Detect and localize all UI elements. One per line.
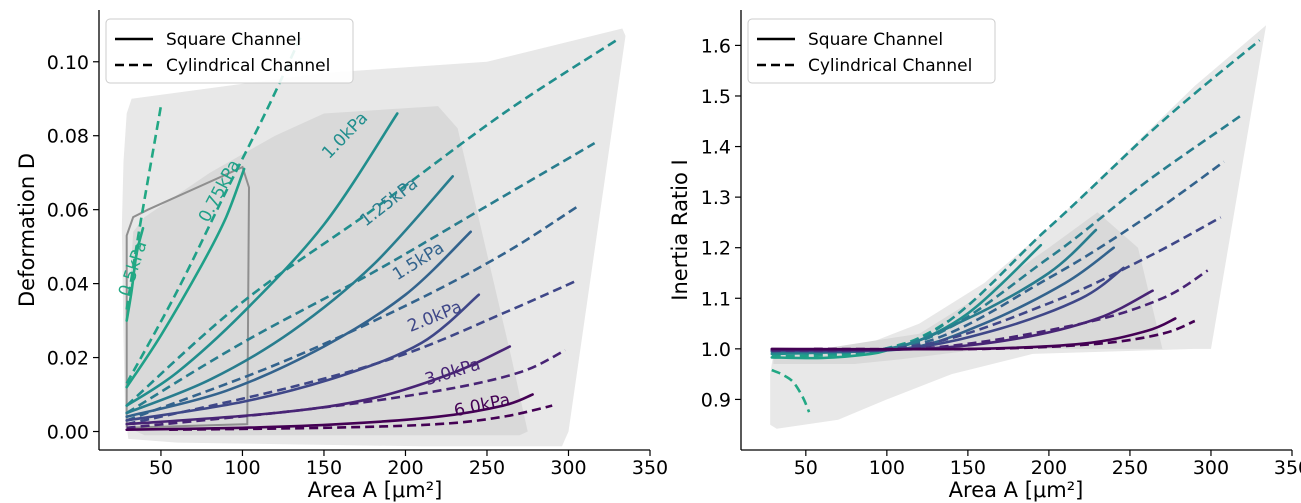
x-tick-label: 300 bbox=[550, 457, 586, 479]
series-1.25kPa-cylindrical bbox=[126, 141, 596, 415]
plot-area: 0.5kPa0.75kPa1.0kPa1.25kPa1.5kPa2.0kPa3.… bbox=[115, 28, 626, 447]
series-0.5kPa-square bbox=[125, 226, 145, 322]
y-tick-label: 1.4 bbox=[701, 137, 731, 159]
x-tick-label: 250 bbox=[469, 457, 505, 479]
y-axis-label: Deformation D bbox=[15, 153, 39, 307]
series-2.0kPa-cylindrical bbox=[126, 278, 579, 426]
legend-label: Cylindrical Channel bbox=[808, 56, 972, 76]
y-tick-label: 0.06 bbox=[47, 200, 89, 222]
x-axis-label: Area A [μm²] bbox=[949, 478, 1084, 502]
legend: Square Channel Cylindrical Channel bbox=[747, 18, 996, 84]
series-3.0kPa-square bbox=[125, 345, 512, 426]
series-1.0kPa-cylindrical bbox=[125, 38, 619, 407]
y-tick-label: 0.9 bbox=[701, 389, 731, 411]
x-tick-label: 50 bbox=[794, 457, 818, 479]
legend-label: Cylindrical Channel bbox=[166, 56, 330, 76]
plot-area bbox=[770, 25, 1267, 429]
legend-label: Square Channel bbox=[166, 30, 301, 50]
legend-box bbox=[105, 18, 354, 84]
x-tick-label: 250 bbox=[1112, 457, 1148, 479]
legend-box bbox=[747, 18, 996, 84]
x-tick-label: 50 bbox=[149, 457, 173, 479]
grey-outline bbox=[125, 165, 251, 429]
y-tick-label: 0.02 bbox=[47, 348, 89, 370]
x-tick-label: 350 bbox=[1274, 457, 1301, 479]
legend: Square Channel Cylindrical Channel bbox=[105, 18, 354, 84]
y-tick-label: 1.2 bbox=[701, 238, 731, 260]
y-tick-label: 0.08 bbox=[47, 126, 89, 148]
x-tick-label: 100 bbox=[869, 457, 905, 479]
series-3.0kPa-cylindrical bbox=[126, 349, 566, 430]
series-0.75kPa-square bbox=[125, 167, 246, 389]
x-tick-label: 100 bbox=[224, 457, 260, 479]
y-tick-label: 1.6 bbox=[701, 35, 731, 57]
y-tick-label: 1.5 bbox=[701, 86, 731, 108]
x-tick-label: 200 bbox=[387, 457, 423, 479]
x-tick-label: 200 bbox=[1031, 457, 1067, 479]
series-1.5kPa-cylindrical bbox=[126, 204, 580, 422]
chart-panel-2: 50 100 150 200 250 300 350 0.9 1.0 1.1 1.2 1.3 1.4 1.… bbox=[668, 10, 1301, 502]
y-tick-label: 1.3 bbox=[701, 187, 731, 209]
y-tick-label: 1.0 bbox=[701, 339, 731, 361]
x-tick-label: 350 bbox=[632, 457, 668, 479]
legend-label: Square Channel bbox=[808, 30, 943, 50]
x-axis-label: Area A [μm²] bbox=[308, 478, 443, 502]
series-1.25kPa-square bbox=[125, 175, 454, 415]
y-axis-label: Inertia Ratio I bbox=[668, 159, 692, 300]
chart-panel-1: 0.5kPa0.75kPa1.0kPa1.25kPa1.5kPa2.0kPa3.… bbox=[15, 10, 668, 502]
x-tick-label: 300 bbox=[1193, 457, 1229, 479]
y-tick-label: 0.10 bbox=[47, 52, 89, 74]
series-1.0kPa-square bbox=[125, 112, 399, 407]
series-6.0kPa-cylindrical bbox=[169, 404, 553, 431]
y-tick-label: 1.1 bbox=[701, 288, 731, 310]
series-0.75kPa-cylindrical bbox=[125, 35, 303, 385]
y-tick-label: 0.04 bbox=[47, 274, 89, 296]
series-0.5kPa-cylindrical bbox=[771, 368, 811, 413]
series-1.5kPa-square bbox=[125, 230, 472, 418]
series-6.0kPa-cylindrical bbox=[813, 319, 1196, 351]
x-tick-label: 150 bbox=[950, 457, 986, 479]
y-tick-label: 0.00 bbox=[47, 422, 89, 444]
series-0.5kPa-cylindrical bbox=[125, 105, 163, 310]
x-tick-label: 150 bbox=[306, 457, 342, 479]
region-outer bbox=[770, 25, 1267, 429]
